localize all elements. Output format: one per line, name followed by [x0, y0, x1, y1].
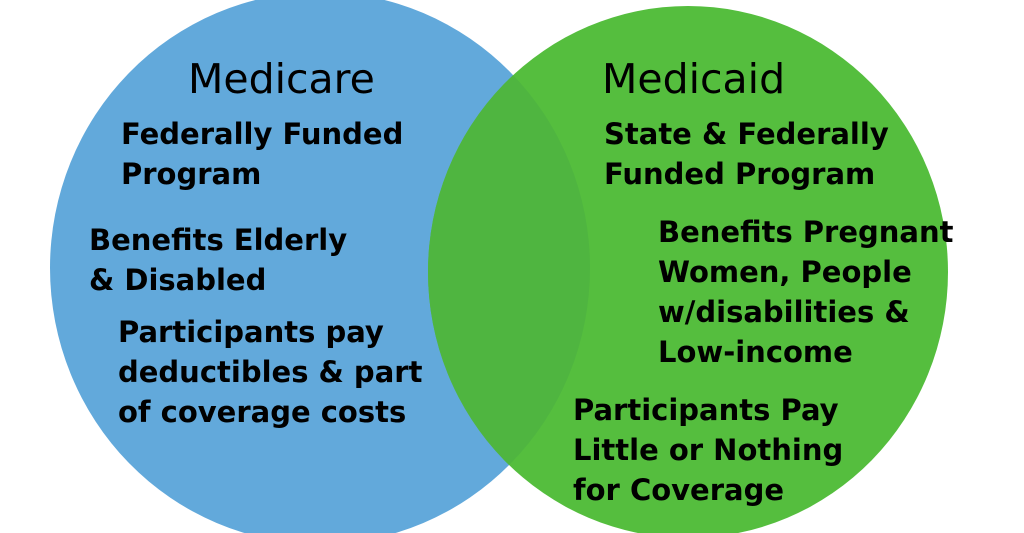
medicaid-funding-text: State & Federally Funded Program: [604, 117, 889, 191]
medicare-title: Medicare: [188, 55, 375, 103]
medicaid-costs-text: Participants Pay Little or Nothing for C…: [573, 393, 844, 507]
medicaid-beneficiaries-text: Benefits Pregnant Women, People w/disabi…: [658, 215, 954, 369]
medicaid-title: Medicaid: [602, 55, 786, 103]
medicare-funding-text: Federally Funded Program: [121, 117, 404, 191]
medicare-circle: [50, 0, 590, 533]
medicare-costs-text: Participants pay deductibles & part of c…: [118, 315, 423, 429]
medicare-beneficiaries-text: Benefits Elderly & Disabled: [89, 223, 348, 297]
